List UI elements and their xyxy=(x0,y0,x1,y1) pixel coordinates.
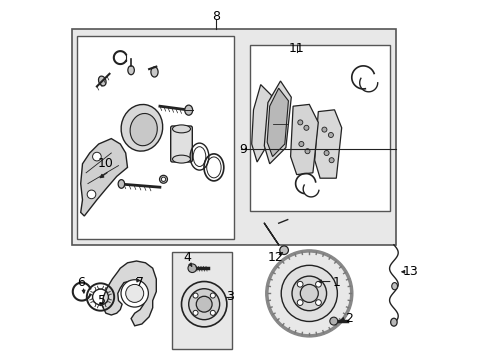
Polygon shape xyxy=(264,81,291,164)
Circle shape xyxy=(305,149,309,154)
Text: 4: 4 xyxy=(183,251,190,264)
Text: 1: 1 xyxy=(332,276,340,289)
Circle shape xyxy=(297,120,302,125)
Polygon shape xyxy=(266,88,288,157)
Circle shape xyxy=(196,296,212,312)
Circle shape xyxy=(321,127,326,132)
Ellipse shape xyxy=(151,67,158,77)
Ellipse shape xyxy=(161,177,165,181)
FancyBboxPatch shape xyxy=(170,126,192,162)
Circle shape xyxy=(328,158,333,163)
Text: 13: 13 xyxy=(402,265,417,278)
Text: 12: 12 xyxy=(266,251,283,264)
Circle shape xyxy=(291,276,326,311)
Ellipse shape xyxy=(184,105,192,115)
Ellipse shape xyxy=(390,318,396,326)
Circle shape xyxy=(315,282,321,287)
Circle shape xyxy=(297,282,303,287)
Circle shape xyxy=(181,282,226,327)
Ellipse shape xyxy=(130,113,157,146)
Polygon shape xyxy=(251,85,271,162)
Ellipse shape xyxy=(391,283,397,290)
Ellipse shape xyxy=(172,155,190,163)
Ellipse shape xyxy=(159,175,167,183)
FancyBboxPatch shape xyxy=(249,45,389,211)
Circle shape xyxy=(210,293,215,298)
Circle shape xyxy=(298,141,303,147)
Circle shape xyxy=(328,132,333,138)
Text: 11: 11 xyxy=(288,42,304,55)
Circle shape xyxy=(187,264,196,273)
FancyBboxPatch shape xyxy=(172,252,231,349)
Ellipse shape xyxy=(127,66,134,75)
Circle shape xyxy=(324,150,328,156)
Circle shape xyxy=(193,293,198,298)
Circle shape xyxy=(210,310,215,315)
Text: 8: 8 xyxy=(211,10,219,23)
Text: 7: 7 xyxy=(136,276,144,289)
Circle shape xyxy=(87,190,96,199)
Polygon shape xyxy=(102,261,156,326)
Polygon shape xyxy=(290,104,318,175)
Circle shape xyxy=(266,251,351,336)
Text: 10: 10 xyxy=(98,157,114,170)
Circle shape xyxy=(193,310,198,315)
Ellipse shape xyxy=(98,76,106,86)
Circle shape xyxy=(329,317,337,325)
Circle shape xyxy=(315,300,321,305)
Ellipse shape xyxy=(172,125,190,133)
Text: 2: 2 xyxy=(344,312,352,325)
Ellipse shape xyxy=(121,104,163,151)
Circle shape xyxy=(281,265,337,321)
Circle shape xyxy=(300,284,318,302)
Circle shape xyxy=(92,152,101,161)
FancyBboxPatch shape xyxy=(77,36,233,239)
Ellipse shape xyxy=(118,180,124,188)
Circle shape xyxy=(125,284,143,302)
Text: 9: 9 xyxy=(238,143,246,156)
Circle shape xyxy=(297,300,303,305)
Text: 3: 3 xyxy=(225,291,234,303)
FancyBboxPatch shape xyxy=(72,29,395,245)
Polygon shape xyxy=(314,110,341,178)
Text: 5: 5 xyxy=(98,294,106,307)
Text: 6: 6 xyxy=(77,276,84,289)
Circle shape xyxy=(279,246,288,255)
Circle shape xyxy=(121,280,148,307)
Polygon shape xyxy=(81,139,127,216)
Circle shape xyxy=(303,125,308,130)
Circle shape xyxy=(188,289,219,320)
